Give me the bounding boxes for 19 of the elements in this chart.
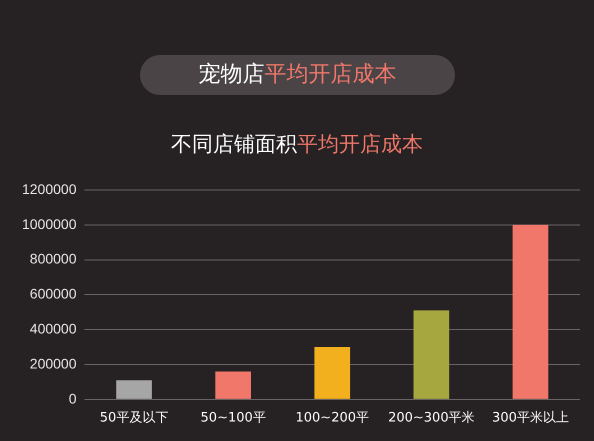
bar bbox=[215, 371, 251, 399]
y-tick-label: 800000 bbox=[30, 250, 77, 267]
y-tick-label: 400000 bbox=[30, 320, 77, 336]
bar bbox=[314, 347, 350, 399]
y-tick-label: 0 bbox=[68, 390, 77, 406]
bar bbox=[414, 310, 450, 399]
x-tick-label: 300平米以上 bbox=[492, 410, 569, 426]
x-tick-label: 50~100平 bbox=[200, 410, 266, 426]
x-tick-label: 100~200平 bbox=[295, 410, 370, 426]
x-tick-label: 50平及以下 bbox=[100, 410, 168, 426]
bar bbox=[116, 380, 152, 399]
y-tick-label: 600000 bbox=[30, 286, 77, 302]
x-tick-label: 200~300平米 bbox=[388, 410, 475, 426]
y-tick-label: 1200000 bbox=[22, 180, 77, 197]
y-tick-label: 1000000 bbox=[22, 216, 77, 232]
chart-subtitle: 不同店铺面积平均开店成本 bbox=[171, 132, 423, 156]
bar bbox=[512, 224, 548, 399]
chart-title: 宠物店平均开店成本 bbox=[198, 62, 396, 87]
y-tick-label: 200000 bbox=[30, 355, 77, 372]
